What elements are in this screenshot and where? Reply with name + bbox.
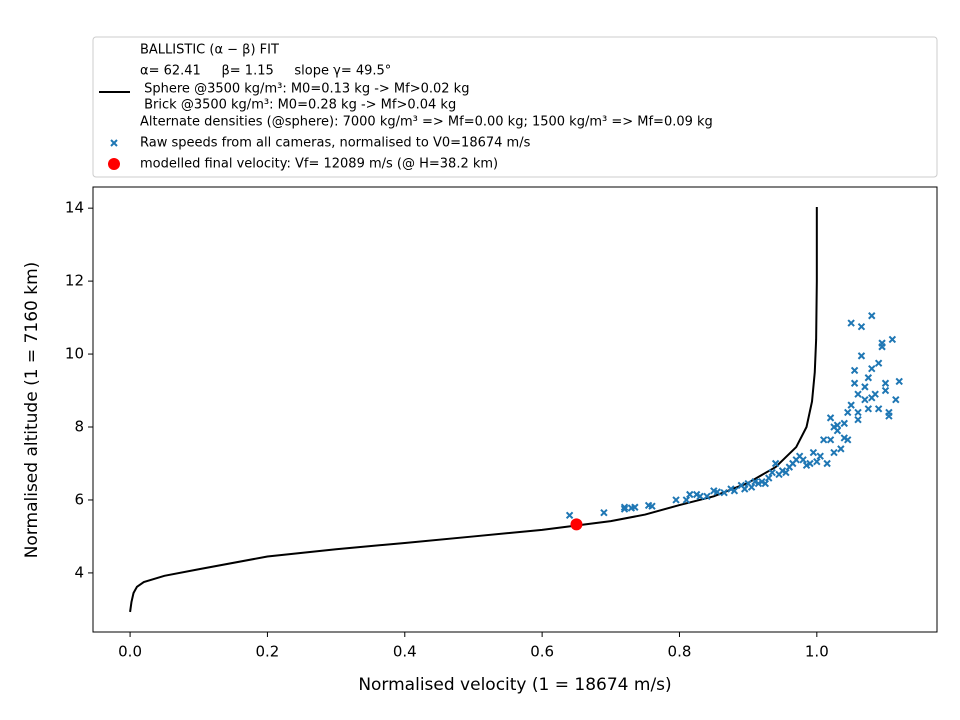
data-point <box>771 459 780 468</box>
data-point <box>854 416 862 424</box>
data-point <box>868 394 876 402</box>
x-axis-label: Normalised velocity (1 = 18674 m/s) <box>358 675 671 695</box>
data-point <box>847 319 855 327</box>
data-point <box>741 485 749 493</box>
legend-label: Alternate densities (@sphere): 7000 kg/m… <box>140 115 713 130</box>
data-point <box>782 468 790 477</box>
data-point <box>703 492 711 501</box>
data-point <box>847 401 855 409</box>
x-tick-label: 0.4 <box>393 643 417 661</box>
legend-label: modelled final velocity: Vf= 12089 m/s (… <box>140 157 498 172</box>
x-tick-label: 0.8 <box>668 643 692 661</box>
data-point <box>682 496 691 504</box>
data-point <box>809 448 818 457</box>
y-tick-label: 8 <box>74 418 84 436</box>
data-point <box>850 366 859 375</box>
data-point <box>823 459 831 468</box>
data-point <box>565 511 574 519</box>
data-point <box>888 335 897 344</box>
data-point <box>885 412 893 420</box>
y-tick-label: 6 <box>74 490 84 508</box>
data-point <box>874 405 883 413</box>
data-point <box>813 457 821 466</box>
data-point <box>600 509 608 517</box>
data-point <box>686 490 694 499</box>
data-point <box>844 408 852 417</box>
data-point <box>720 488 728 497</box>
data-point <box>895 377 903 386</box>
data-point <box>806 459 814 468</box>
legend-label: Sphere @3500 kg/m³: M0=0.13 kg -> Mf>0.0… <box>140 82 469 97</box>
data-point <box>864 374 873 382</box>
data-point <box>799 456 807 464</box>
x-tick-label: 0.6 <box>530 643 554 661</box>
y-axis-label: Normalised altitude (1 = 7160 km) <box>22 262 42 559</box>
data-point <box>765 474 773 482</box>
legend-label: BALLISTIC (α − β) FIT <box>140 43 279 58</box>
x-tick-label: 1.0 <box>805 643 829 661</box>
legend-box <box>92 36 938 178</box>
y-tick-label: 10 <box>65 345 84 363</box>
data-point <box>854 408 862 417</box>
data-point <box>892 395 900 404</box>
data-point <box>826 414 835 422</box>
data-point <box>730 487 739 495</box>
data-point <box>857 352 866 360</box>
final-point <box>570 518 583 531</box>
y-tick-label: 4 <box>74 563 84 581</box>
legend-marker <box>108 158 120 170</box>
data-point <box>761 479 770 488</box>
data-point <box>672 496 680 504</box>
data-point <box>850 379 859 387</box>
data-point <box>840 419 848 428</box>
data-point <box>830 423 838 431</box>
data-point <box>854 390 862 398</box>
y-tick-label: 12 <box>65 272 84 290</box>
data-point <box>631 503 639 511</box>
data-point <box>878 339 886 347</box>
data-point <box>816 452 824 460</box>
data-point <box>620 503 629 511</box>
x-tick-label: 0.0 <box>118 643 142 661</box>
data-point <box>837 445 845 453</box>
data-point <box>881 379 890 387</box>
data-point <box>696 492 704 501</box>
data-point <box>864 405 873 413</box>
data-point <box>844 436 852 444</box>
data-point <box>830 448 838 457</box>
fit-line <box>129 207 818 613</box>
data-point <box>874 359 883 367</box>
legend-label: α= 62.41 β= 1.15 slope γ= 49.5° <box>140 64 391 79</box>
legend-marker <box>110 139 118 147</box>
data-point <box>826 436 835 444</box>
data-point <box>868 312 876 320</box>
data-point <box>648 502 656 510</box>
legend-label: Brick @3500 kg/m³: M0=0.28 kg -> Mf>0.04… <box>140 98 456 113</box>
data-point <box>819 436 828 444</box>
data-point <box>713 488 721 496</box>
data-point <box>881 386 890 395</box>
data-point <box>747 483 756 491</box>
y-tick-label: 14 <box>65 199 84 217</box>
legend-label: Raw speeds from all cameras, normalised … <box>140 136 531 151</box>
data-point <box>861 395 869 404</box>
data-point <box>861 383 869 391</box>
data-point <box>620 505 629 513</box>
x-tick-label: 0.2 <box>256 643 280 661</box>
data-point <box>857 322 866 331</box>
data-point <box>868 364 876 373</box>
plot-frame <box>92 186 938 633</box>
data-point <box>768 468 776 477</box>
